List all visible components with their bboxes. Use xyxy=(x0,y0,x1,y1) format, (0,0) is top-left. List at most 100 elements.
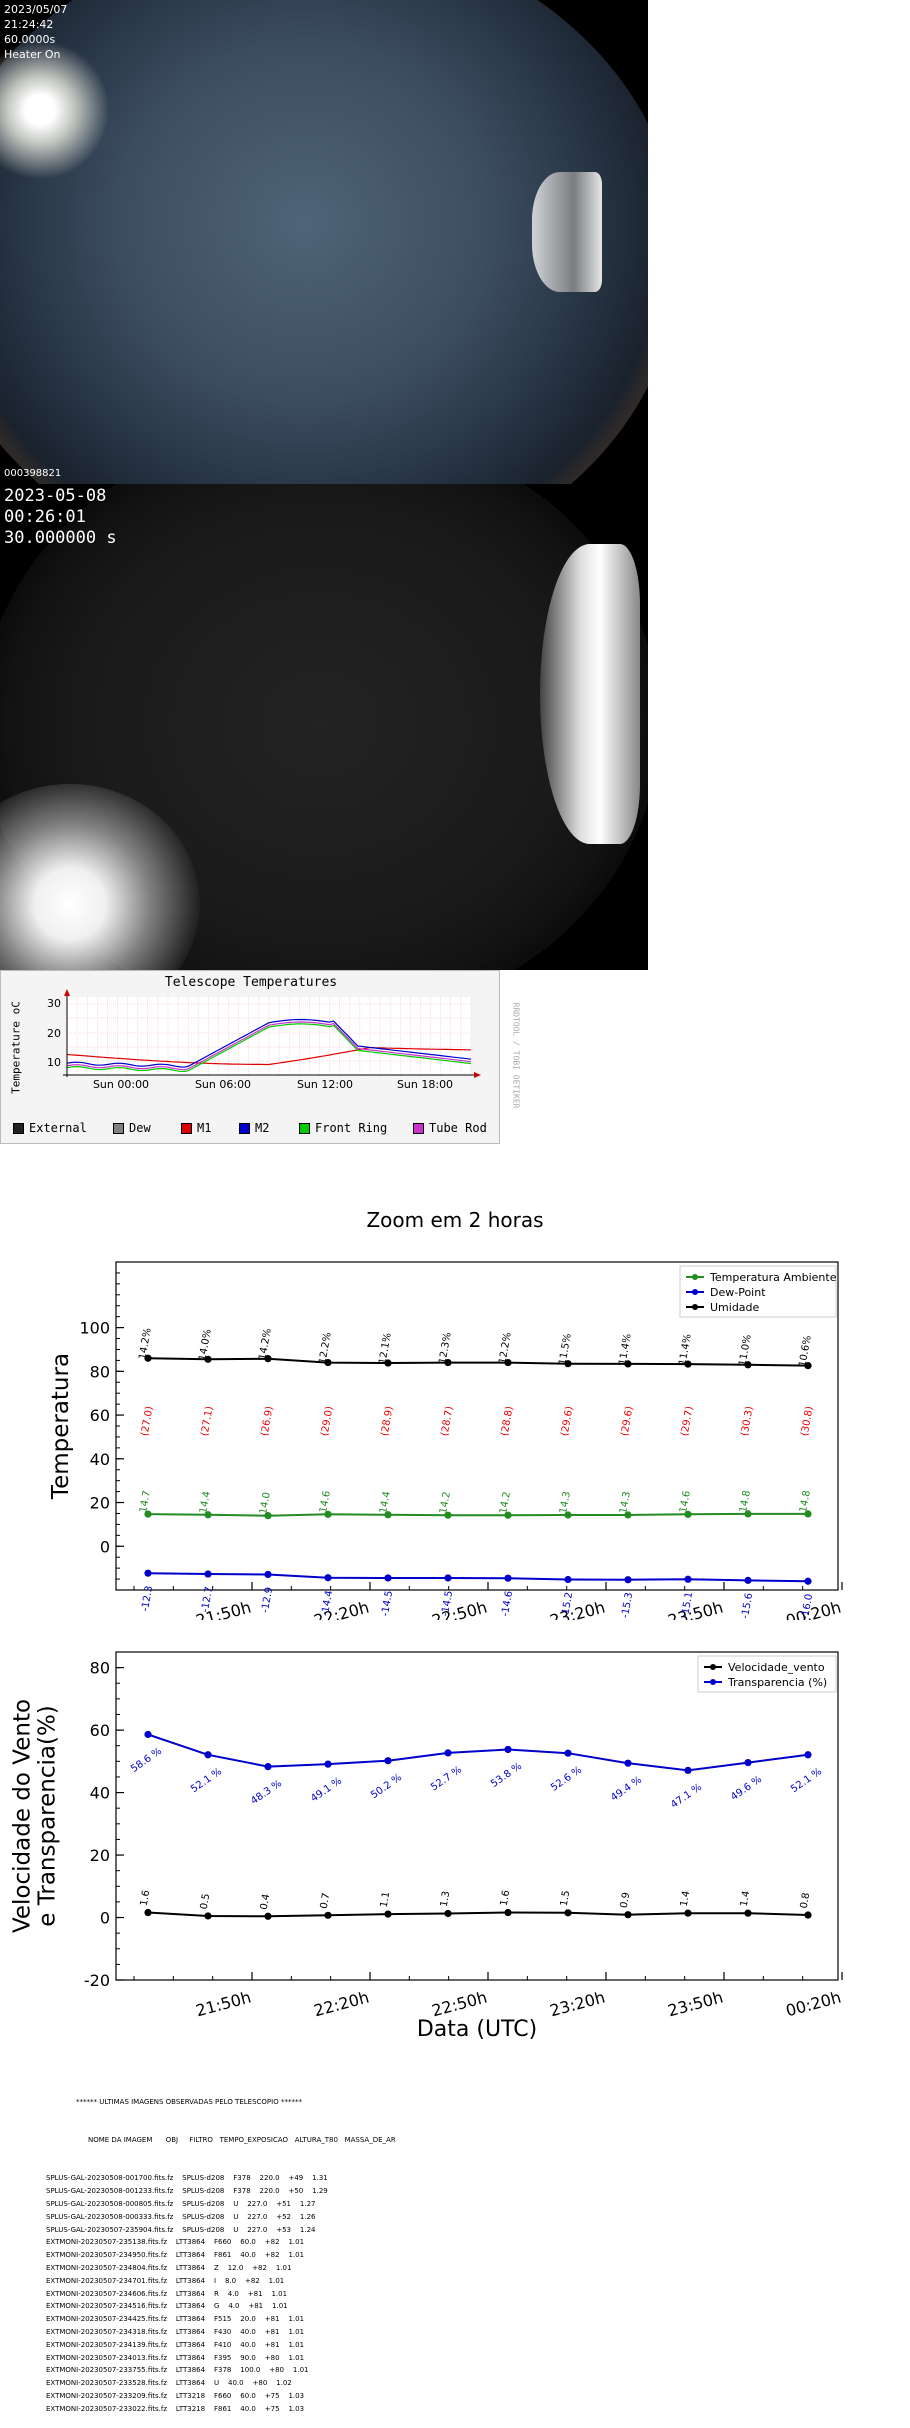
data-point xyxy=(504,1574,512,1582)
data-label: 14.8 xyxy=(738,1490,753,1514)
observation-row: SPLUS-GAL-20230508-000805.fits.fz SPLUS-… xyxy=(46,2199,316,2208)
data-label: -12.9 xyxy=(260,1586,275,1613)
data-label: 14.2% xyxy=(137,1327,153,1360)
y-axis-label-line: Temperatura xyxy=(48,1353,74,1500)
legend-box xyxy=(679,1265,837,1318)
data-point xyxy=(324,1510,332,1518)
camera1-time: 21:24:42 xyxy=(4,18,54,31)
data-label: 14.0% xyxy=(197,1328,213,1361)
series-line-0 xyxy=(147,1512,808,1517)
x-tick-label: 22:20h xyxy=(312,1988,371,2021)
data-point xyxy=(624,1911,632,1919)
data-label: 14.0 xyxy=(258,1491,273,1515)
telescope-dome xyxy=(540,544,640,844)
allsky-camera-image-1: 2023/05/07 21:24:42 60.0000s Heater On 0… xyxy=(0,0,648,484)
legend-swatch xyxy=(113,1122,124,1134)
data-label: 1.5 xyxy=(559,1890,573,1908)
data-point xyxy=(504,1511,512,1519)
data-label: 11.4% xyxy=(677,1333,693,1366)
y-tick-label: 20 xyxy=(90,1846,110,1865)
observations-rows: SPLUS-GAL-20230508-001700.fits.fz SPLUS-… xyxy=(46,2172,446,2415)
data-label: 52.1 % xyxy=(189,1766,224,1795)
observations-title: ****** ULTIMAS IMAGENS OBSERVADAS PELO T… xyxy=(76,2097,302,2106)
camera2-overlay: 2023-05-08 00:26:01 30.000000 s xyxy=(4,486,117,549)
x-tick-label: 21:50h xyxy=(194,1988,253,2021)
x-tick-label: 22:50h xyxy=(430,1988,489,2021)
data-point xyxy=(324,1760,332,1768)
camera1-exposure: 60.0000s xyxy=(4,33,56,46)
data-label: 0.5 xyxy=(199,1893,213,1911)
data-point xyxy=(744,1510,752,1518)
data-label: 0.9 xyxy=(619,1891,633,1909)
telescope-dome xyxy=(532,172,602,292)
data-label: 14.3 xyxy=(618,1491,633,1515)
telescope-line-tube-rod xyxy=(66,1021,472,1071)
data-label: 12.1% xyxy=(377,1332,393,1365)
observation-row: EXTMONI-20230507-234701.fits.fz LTT3864 … xyxy=(46,2276,285,2285)
data-point xyxy=(384,1574,392,1582)
data-point xyxy=(504,1745,512,1754)
camera2-time: 00:26:01 xyxy=(4,507,86,527)
legend-marker xyxy=(692,1274,698,1280)
legend-label: External xyxy=(29,1121,87,1135)
data-point xyxy=(444,1749,452,1757)
data-point xyxy=(564,1360,572,1368)
telescope-line-m2 xyxy=(66,1018,472,1068)
observation-row: EXTMONI-20230507-233022.fits.fz LTT3218 … xyxy=(46,2404,305,2413)
data-label: 14.4 xyxy=(378,1490,393,1514)
observation-row: EXTMONI-20230507-234318.fits.fz LTT3864 … xyxy=(46,2327,305,2336)
data-point xyxy=(204,1570,212,1578)
data-label: 12.2% xyxy=(497,1332,513,1365)
data-label: 11.5% xyxy=(557,1333,573,1366)
legend-m2: M2 xyxy=(239,1121,269,1135)
data-point xyxy=(624,1576,632,1584)
legend-label: Temperatura Ambiente xyxy=(709,1271,837,1284)
data-point xyxy=(384,1359,392,1367)
data-label: 1.6 xyxy=(139,1889,153,1907)
data-label: 14.6 xyxy=(318,1490,333,1514)
data-label: -15.6 xyxy=(740,1592,755,1619)
camera1-image-id: 000398821 xyxy=(4,468,62,479)
data-point xyxy=(744,1361,752,1369)
legend-swatch xyxy=(413,1122,424,1134)
data-label: 14.2 xyxy=(438,1491,453,1515)
data-point xyxy=(144,1730,152,1739)
data-point xyxy=(804,1751,812,1759)
data-label: 1.4 xyxy=(679,1890,693,1908)
data-label: 52.1 % xyxy=(789,1766,824,1795)
data-point xyxy=(684,1510,692,1518)
legend-label: Tube Rod xyxy=(429,1121,487,1135)
data-label: -14.6 xyxy=(500,1590,515,1617)
data-label: 49.4 % xyxy=(609,1775,644,1804)
camera2-exposure: 30.000000 s xyxy=(4,528,117,548)
data-point xyxy=(144,1908,152,1917)
legend-marker xyxy=(710,1664,716,1670)
data-point xyxy=(804,1510,812,1518)
x-tick-label: 00:20h xyxy=(784,1988,843,2021)
observation-row: EXTMONI-20230507-234950.fits.fz LTT3864 … xyxy=(46,2251,305,2260)
telescope-x-tick: Sun 00:00 xyxy=(93,1078,149,1091)
observation-row: EXTMONI-20230507-234139.fits.fz LTT3864 … xyxy=(46,2340,305,2349)
data-point xyxy=(204,1912,212,1920)
data-label: 49.1 % xyxy=(309,1776,344,1805)
data-point xyxy=(324,1911,332,1919)
legend-marker xyxy=(710,1679,716,1685)
data-point xyxy=(444,1511,452,1519)
legend-swatch xyxy=(13,1122,24,1134)
telescope-y-tick: 30 xyxy=(47,997,61,1010)
data-point xyxy=(324,1358,332,1367)
legend-tube-rod: Tube Rod xyxy=(413,1121,487,1135)
x-tick-label: 22:50h xyxy=(430,1598,489,1620)
data-label: 48.3 % xyxy=(249,1778,284,1807)
data-label: 0.8 xyxy=(799,1892,813,1910)
data-point xyxy=(264,1570,272,1579)
legend-swatch xyxy=(239,1122,250,1134)
data-point xyxy=(684,1360,692,1368)
data-label: -15.2 xyxy=(560,1591,575,1618)
data-label: 47.1 % xyxy=(669,1782,704,1811)
data-label: -15.3 xyxy=(620,1592,635,1619)
data-label: 12.3% xyxy=(437,1332,453,1365)
x-tick-label: 23:20h xyxy=(548,1988,607,2021)
data-point xyxy=(564,1511,572,1519)
